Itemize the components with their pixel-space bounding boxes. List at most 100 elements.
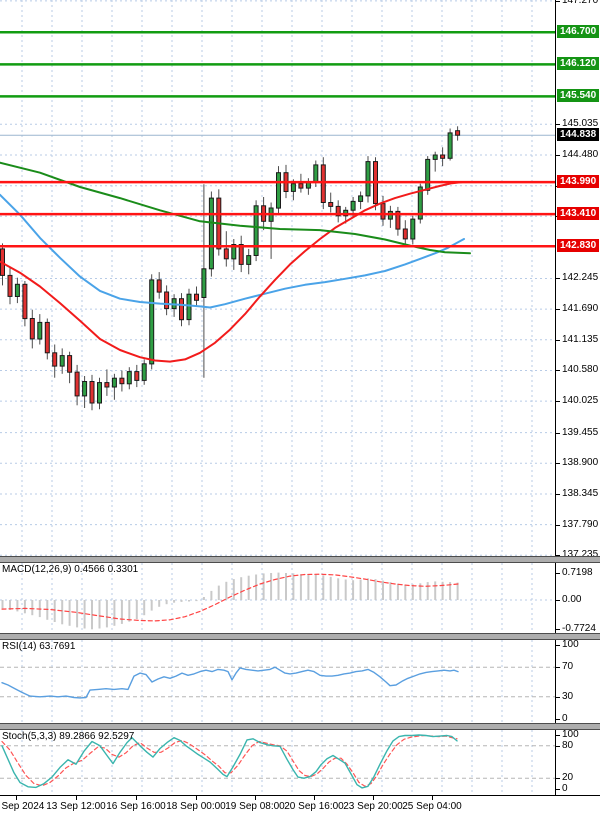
- stochastic-label: Stoch(5,3,3) 89.2866 92.5297: [2, 731, 135, 742]
- candle: [97, 377, 102, 410]
- rsi-tick-label: 100: [562, 639, 579, 650]
- time-tick-label: 16 Sep 16:00: [106, 801, 166, 812]
- time-tick-mark: [16, 796, 17, 800]
- candle: [410, 215, 416, 245]
- tick-mark: [556, 745, 560, 747]
- candle-body-bull: [186, 293, 192, 321]
- price-tick-label: 141.690: [562, 303, 599, 315]
- candle-body-bear: [395, 210, 401, 230]
- tick-mark: [556, 696, 560, 698]
- candle: [171, 294, 177, 317]
- time-tick-mark: [255, 796, 256, 800]
- candle-body-bull: [111, 377, 117, 388]
- candle-body-bear: [380, 203, 386, 220]
- tick-mark: [556, 735, 560, 736]
- candle: [246, 248, 252, 275]
- stoch-tick-label: 0: [562, 783, 568, 794]
- time-tick-label: 18 Sep 00:00: [166, 801, 226, 812]
- tick-mark: [556, 555, 560, 557]
- candle-body-bull: [59, 355, 65, 367]
- time-tick-label: 20 Sep 16:00: [284, 801, 344, 812]
- time-tick-label: 23 Sep 20:00: [343, 801, 403, 812]
- stochastic-panel: Stoch(5,3,3) 89.2866 92.5297 100 80 20 0: [0, 729, 600, 795]
- candle: [373, 157, 378, 211]
- candle: [119, 370, 125, 392]
- panel-separator[interactable]: [0, 556, 600, 563]
- stoch-tick-label: 20: [562, 772, 574, 784]
- candle: [52, 344, 58, 378]
- time-tick-mark: [432, 796, 433, 800]
- candle: [82, 376, 88, 408]
- candle: [7, 267, 13, 305]
- candle-body-bear: [44, 321, 50, 354]
- time-tick-mark: [373, 796, 374, 800]
- rsi-panel: RSI(14) 63.7691 100 70 30 0: [0, 639, 600, 724]
- candle-body-bear: [164, 291, 170, 310]
- stoch-d-line: [1, 734, 458, 787]
- candle: [440, 147, 446, 167]
- support-price-box: 143.410: [557, 207, 600, 221]
- candle: [395, 206, 401, 236]
- tick-mark: [556, 155, 560, 156]
- stoch-tick-label: 100: [562, 729, 579, 740]
- candle-body-bull: [37, 321, 43, 340]
- tick-mark: [556, 463, 560, 465]
- time-tick-label: 12 Sep 2024: [0, 801, 45, 812]
- price-tick-label: 145.035: [562, 118, 599, 130]
- candle: [276, 166, 281, 214]
- current-price-box: 144.838: [557, 128, 600, 142]
- tick-mark: [556, 778, 560, 780]
- candle-body-bear: [179, 298, 184, 321]
- candle: [156, 272, 162, 299]
- candle-body-bear: [238, 244, 244, 265]
- stochastic-plot[interactable]: [0, 730, 555, 795]
- candle: [208, 191, 214, 277]
- tick-mark: [556, 370, 560, 372]
- candle-body-bull: [246, 255, 252, 265]
- tick-mark: [556, 0, 560, 2]
- candle: [14, 277, 20, 304]
- panel-separator[interactable]: [0, 723, 600, 730]
- rsi-plot[interactable]: [0, 640, 555, 723]
- candle: [186, 288, 192, 326]
- candle: [268, 202, 274, 259]
- price-tick-label: 141.135: [562, 333, 599, 345]
- tick-mark: [556, 719, 560, 720]
- candle: [74, 364, 80, 406]
- tick-mark: [556, 629, 560, 631]
- price-chart-plot[interactable]: [0, 0, 555, 556]
- tick-mark: [556, 339, 560, 341]
- panel-separator[interactable]: [0, 633, 600, 640]
- candle: [201, 184, 207, 378]
- candle-body-bull: [141, 363, 147, 381]
- candle: [194, 286, 199, 306]
- candle-body-bear: [402, 228, 408, 240]
- macd-plot[interactable]: [0, 563, 555, 633]
- tick-mark: [556, 667, 560, 669]
- price-axis: 143.925143.370147.270145.035144.480142.2…: [555, 0, 600, 560]
- candle: [432, 151, 438, 172]
- tick-mark: [556, 432, 560, 434]
- candle-body-bull: [313, 164, 319, 182]
- candle-body-bull: [208, 197, 214, 270]
- price-tick-label: 140.025: [562, 395, 599, 407]
- rsi-tick-label: 30: [562, 690, 574, 702]
- candle-body-bear: [89, 381, 95, 404]
- ma-green-line: [0, 161, 471, 255]
- price-tick-label: 138.900: [562, 457, 599, 469]
- candle-body-bull: [290, 183, 296, 192]
- resistance-price-box: 146.120: [557, 57, 600, 71]
- candle: [164, 285, 170, 316]
- candle: [179, 293, 184, 327]
- tick-mark: [556, 278, 560, 280]
- candle-body-bear: [29, 318, 35, 340]
- tick-mark: [556, 401, 560, 403]
- time-tick-mark: [76, 796, 77, 800]
- macd-signal-line: [1, 573, 459, 622]
- candle-body-bull: [231, 244, 237, 260]
- resistance-price-box: 145.540: [557, 89, 600, 103]
- macd-axis: 0.7198 0.00 -0.7724: [555, 563, 600, 634]
- candle: [447, 128, 453, 161]
- price-tick-label: 137.790: [562, 518, 599, 530]
